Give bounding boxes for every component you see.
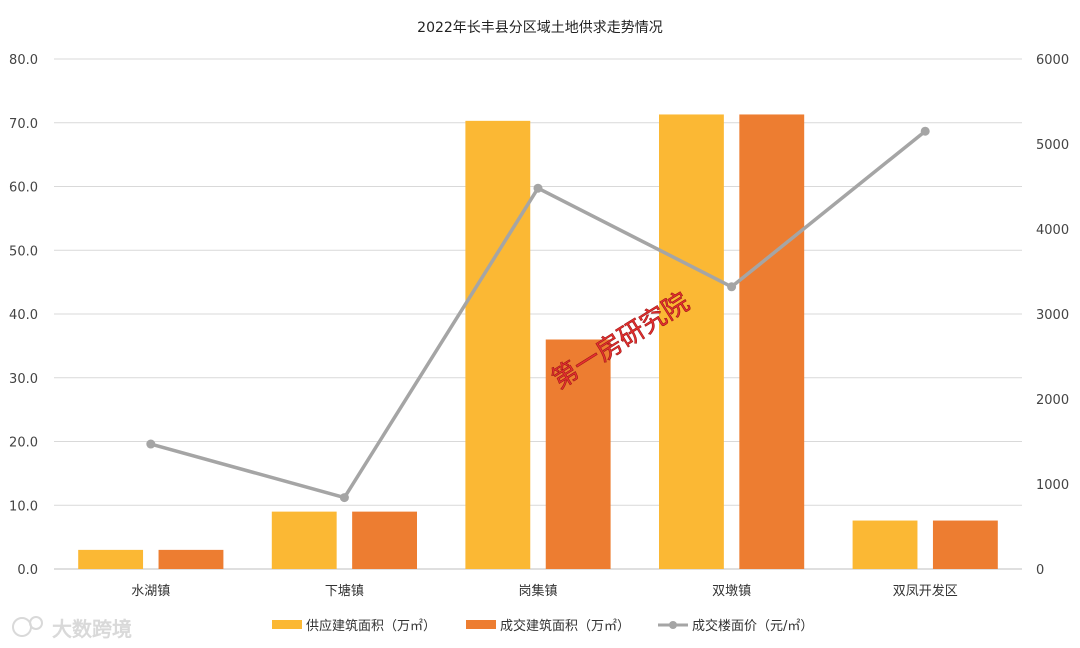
right-tick-label: 4000 <box>1036 223 1069 238</box>
left-axis-ticks: 0.0 10.0 20.0 30.0 40.0 50.0 60.0 70.0 80.0 <box>9 53 38 578</box>
right-tick-label: 0 <box>1036 563 1044 578</box>
brand-logo-icon-small <box>29 616 43 630</box>
left-tick-label: 70.0 <box>9 117 38 132</box>
price-point <box>339 493 349 503</box>
bar-deal <box>352 511 417 569</box>
right-tick-label: 5000 <box>1036 138 1069 153</box>
right-tick-label: 6000 <box>1036 53 1069 68</box>
right-tick-label: 2000 <box>1036 393 1069 408</box>
category-label: 双墩镇 <box>712 584 751 599</box>
left-tick-label: 40.0 <box>9 308 38 323</box>
legend-marker <box>669 621 677 629</box>
left-tick-label: 80.0 <box>9 53 38 68</box>
price-point <box>146 439 156 449</box>
bar-supply <box>465 120 531 570</box>
right-tick-label: 1000 <box>1036 478 1069 493</box>
bar-deal <box>739 114 805 570</box>
bar-supply <box>271 511 337 569</box>
category-label: 双凤开发区 <box>893 583 958 599</box>
category-label: 水湖镇 <box>131 584 170 599</box>
price-point <box>533 183 543 193</box>
left-tick-label: 0.0 <box>17 563 38 578</box>
left-tick-label: 30.0 <box>9 372 38 387</box>
gridlines <box>54 58 1022 570</box>
left-tick-label: 20.0 <box>9 436 38 451</box>
left-tick-label: 10.0 <box>9 499 38 514</box>
brand-text: 大数跨境 <box>52 617 132 641</box>
legend: 供应建筑面积（万㎡） 成交建筑面积（万㎡） 成交楼面价（元/㎡） <box>272 618 813 634</box>
brand-logo-icon <box>12 617 32 637</box>
category-label: 岗集镇 <box>518 583 557 599</box>
left-tick-label: 50.0 <box>9 244 38 259</box>
legend-label: 成交楼面价（元/㎡） <box>692 618 813 634</box>
bars <box>78 114 998 570</box>
legend-swatch <box>272 620 302 629</box>
legend-label: 成交建筑面积（万㎡） <box>500 618 630 634</box>
bar-deal <box>158 549 224 569</box>
bar-deal <box>545 339 611 569</box>
right-axis-ticks: 0 1000 2000 3000 4000 5000 6000 <box>1036 53 1069 578</box>
bar-supply <box>852 520 918 569</box>
bar-supply <box>659 114 724 570</box>
price-point <box>727 282 737 292</box>
legend-swatch <box>466 620 496 629</box>
bar-supply <box>78 549 144 569</box>
price-line <box>146 126 930 503</box>
bar-deal <box>932 520 998 569</box>
price-point <box>920 126 930 136</box>
left-tick-label: 60.0 <box>9 181 38 196</box>
category-labels: 水湖镇 下塘镇 岗集镇 双墩镇 双凤开发区 <box>131 583 957 599</box>
legend-label: 供应建筑面积（万㎡） <box>306 618 436 634</box>
right-tick-label: 3000 <box>1036 308 1069 323</box>
category-label: 下塘镇 <box>325 583 364 599</box>
brand-logo: 大数跨境 <box>12 616 132 641</box>
chart-title: 2022年长丰县分区域土地供求走势情况 <box>417 20 663 36</box>
